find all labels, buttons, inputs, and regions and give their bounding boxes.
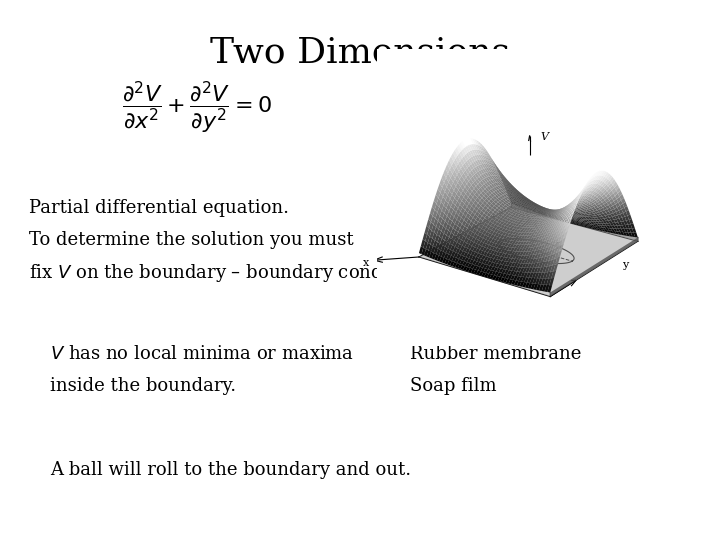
Text: inside the boundary.: inside the boundary.	[50, 377, 237, 395]
Text: Partial differential equation.: Partial differential equation.	[29, 199, 289, 217]
Text: To determine the solution you must: To determine the solution you must	[29, 231, 354, 249]
Text: fix $V$ on the boundary – boundary conditi: fix $V$ on the boundary – boundary condi…	[29, 262, 402, 284]
Text: Rubber membrane: Rubber membrane	[410, 345, 582, 363]
Text: Soap film: Soap film	[410, 377, 497, 395]
Text: $\dfrac{\partial^2 V}{\partial x^2} + \dfrac{\partial^2 V}{\partial y^2} = 0$: $\dfrac{\partial^2 V}{\partial x^2} + \d…	[122, 79, 272, 137]
Text: Two Dimensions: Two Dimensions	[210, 35, 510, 69]
Text: A ball will roll to the boundary and out.: A ball will roll to the boundary and out…	[50, 461, 412, 479]
Text: $V$ has no local minima or maxima: $V$ has no local minima or maxima	[50, 345, 354, 363]
